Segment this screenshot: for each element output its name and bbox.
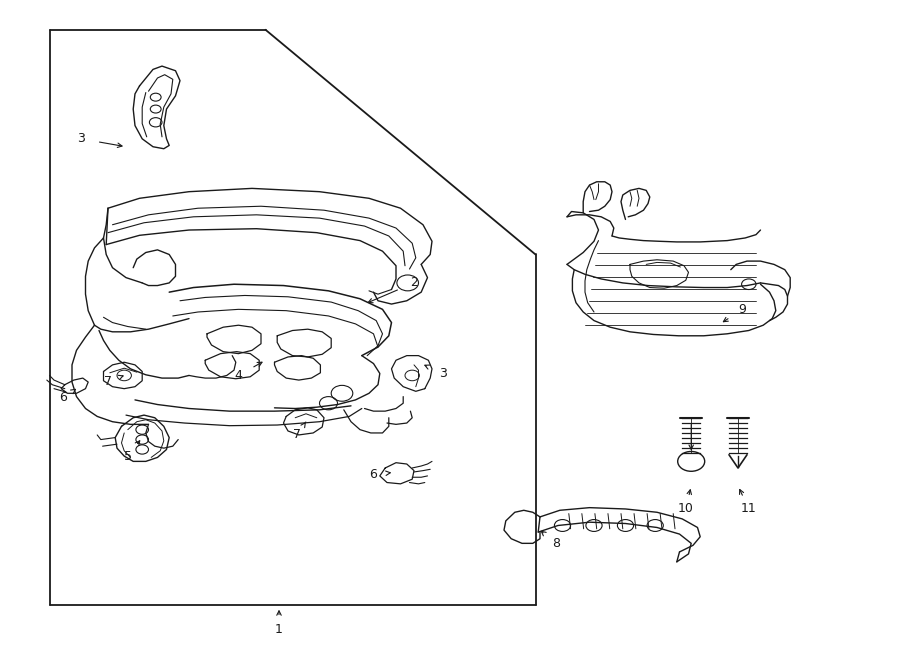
Text: 5: 5 xyxy=(124,449,131,463)
Text: 7: 7 xyxy=(104,375,112,388)
Text: 8: 8 xyxy=(553,537,560,550)
Text: 7: 7 xyxy=(293,428,301,442)
Text: 1: 1 xyxy=(275,623,283,636)
Text: 10: 10 xyxy=(678,502,694,516)
Text: 2: 2 xyxy=(410,276,418,290)
Text: 9: 9 xyxy=(739,303,746,316)
Text: 6: 6 xyxy=(59,391,67,405)
Text: 3: 3 xyxy=(439,367,446,380)
Text: 3: 3 xyxy=(77,132,85,145)
Text: 11: 11 xyxy=(741,502,757,516)
Text: 4: 4 xyxy=(235,369,242,382)
Text: 6: 6 xyxy=(370,468,377,481)
